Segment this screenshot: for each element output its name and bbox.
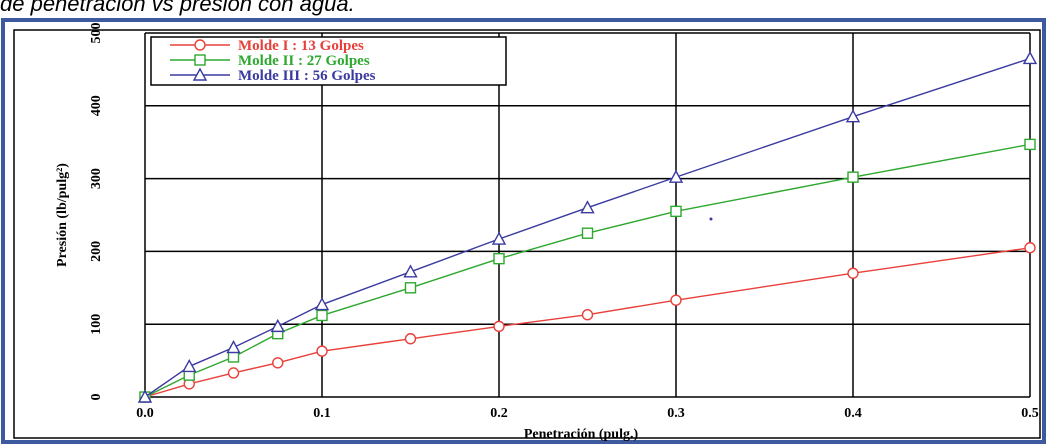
series-3: [137, 51, 1038, 403]
data-point: [272, 357, 284, 369]
legend-entry: Molde I : 13 Golpes: [170, 38, 364, 54]
gridlines: [144, 32, 1031, 398]
data-point: [493, 320, 505, 333]
series-2: [139, 138, 1036, 403]
x-axis-title: Penetración (pulg.): [524, 427, 639, 442]
y-tick-label: 300: [89, 168, 104, 189]
data-point: [847, 267, 859, 279]
data-point: [670, 205, 682, 218]
y-axis-title: Presión (lb/pulg²): [55, 163, 70, 267]
x-tick-label: 0.2: [490, 406, 508, 421]
y-tick-label: 400: [89, 95, 104, 116]
data-point: [314, 297, 330, 311]
y-tick-label: 0: [89, 394, 104, 401]
y-tick-label: 200: [89, 241, 104, 262]
data-point: [1024, 138, 1036, 151]
data-point: [1024, 242, 1036, 254]
figure-caption: de penetración vs presión con agua.: [0, 0, 355, 16]
data-point: [491, 231, 507, 245]
data-point: [668, 169, 684, 183]
data-point: [580, 200, 595, 214]
legend-marker: [192, 67, 208, 81]
x-tick-label: 0.3: [667, 406, 685, 421]
legend-label: Molde II : 27 Golpes: [238, 53, 370, 69]
legend-marker: [194, 54, 206, 66]
data-point: [581, 227, 594, 239]
x-tick-label: 0.5: [1021, 406, 1039, 421]
data-point: [493, 252, 505, 265]
data-point: [404, 282, 417, 294]
legend-label: Molde I : 13 Golpes: [238, 38, 364, 54]
data-point: [1022, 51, 1038, 65]
data-point: [226, 340, 241, 354]
legend-label: Molde III : 56 Golpes: [238, 68, 376, 84]
data-point: [404, 333, 417, 345]
legend-entry: Molde II : 27 Golpes: [170, 53, 370, 69]
data-point: [137, 389, 153, 403]
data-point: [845, 109, 861, 123]
y-tick-label: 500: [89, 23, 104, 44]
data-series: [137, 51, 1038, 403]
data-point: [182, 358, 197, 373]
data-point: [581, 309, 594, 321]
data-point: [316, 345, 328, 357]
data-point: [403, 264, 418, 278]
data-point: [227, 351, 240, 363]
x-tick-label: 0.0: [136, 406, 154, 421]
x-tick-label: 0.1: [313, 406, 331, 421]
stray-dot: [709, 217, 713, 221]
legend-marker: [194, 39, 206, 51]
legend-entry: Molde III : 56 Golpes: [170, 67, 376, 84]
data-point: [227, 367, 240, 379]
data-point: [847, 171, 859, 183]
data-point: [316, 309, 328, 322]
tick-labels: 0.0 0.1 0.2 0.3 0.4 0.5 0 100 200 300 400 500: [89, 23, 1039, 422]
y-tick-label: 100: [89, 314, 104, 335]
data-point: [670, 294, 682, 306]
data-point: [270, 318, 285, 333]
plot-frame: [13, 29, 1041, 439]
x-tick-label: 0.4: [844, 406, 862, 421]
